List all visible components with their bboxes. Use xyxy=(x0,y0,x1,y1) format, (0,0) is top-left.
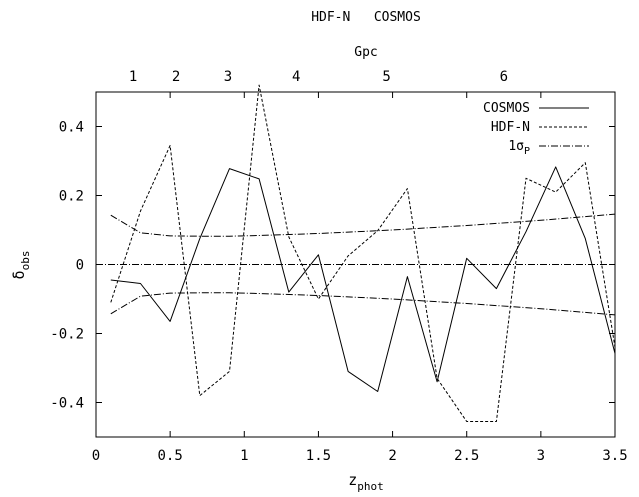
series-line-1--lower xyxy=(110,292,616,316)
legend: COSMOS HDF-N 1σP xyxy=(483,101,589,157)
y-tick-label: 0 xyxy=(76,258,84,274)
y-tick-label: -0.4 xyxy=(50,396,84,412)
series-layer xyxy=(110,84,616,422)
axis-layer: 0 0.5 1 1.5 2 2.5 3 3.5 -0.4 -0.2 0 0.2 0.4 1 2 3 4 5 6 xyxy=(50,69,627,464)
x-tick-label: 1.5 xyxy=(306,448,331,464)
x2-tick-label: 5 xyxy=(382,69,390,85)
x2-tick-label: 3 xyxy=(224,69,232,85)
legend-label-hdfn: HDF-N xyxy=(491,120,530,135)
x-tick-label: 3.5 xyxy=(602,448,627,464)
x2-tick-label: 2 xyxy=(172,69,180,85)
legend-label-cosmos: COSMOS xyxy=(483,101,530,116)
legend-label-sigma-sub: P xyxy=(524,146,530,157)
x2-tick-label: 4 xyxy=(292,69,300,85)
series-line-hdf-n xyxy=(110,84,616,422)
y-axis-label: δobs xyxy=(10,251,32,280)
x-axis-label-main: z xyxy=(348,471,357,489)
x-tick-label: 0.5 xyxy=(157,448,182,464)
series-line-1- xyxy=(110,213,616,237)
y-tick-label: 0.2 xyxy=(59,189,84,205)
chart-title: HDF-N COSMOS xyxy=(311,10,421,25)
x-tick-label: 2 xyxy=(388,448,396,464)
x-axis-label-sub: phot xyxy=(357,480,384,493)
legend-label-sigma-main: 1σ xyxy=(508,139,524,154)
y-axis-label-main: δ xyxy=(10,270,28,279)
y-tick-label: -0.2 xyxy=(50,327,84,343)
x-tick-label: 2.5 xyxy=(454,448,479,464)
y-tick-label: 0.4 xyxy=(59,120,84,136)
y-axis-label-sub: obs xyxy=(19,251,32,271)
legend-label-sigma: 1σP xyxy=(508,139,530,157)
top-axis-label: Gpc xyxy=(354,45,377,60)
x-tick-label: 1 xyxy=(240,448,248,464)
x-tick-label: 0 xyxy=(92,448,100,464)
x-tick-label: 3 xyxy=(537,448,545,464)
x2-tick-label: 6 xyxy=(500,69,508,85)
x2-tick-label: 1 xyxy=(129,69,137,85)
x-axis-label: zphot xyxy=(348,471,384,493)
